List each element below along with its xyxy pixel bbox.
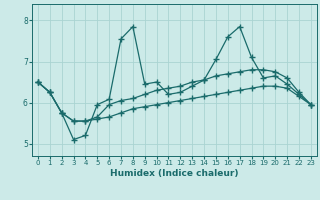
X-axis label: Humidex (Indice chaleur): Humidex (Indice chaleur): [110, 169, 239, 178]
